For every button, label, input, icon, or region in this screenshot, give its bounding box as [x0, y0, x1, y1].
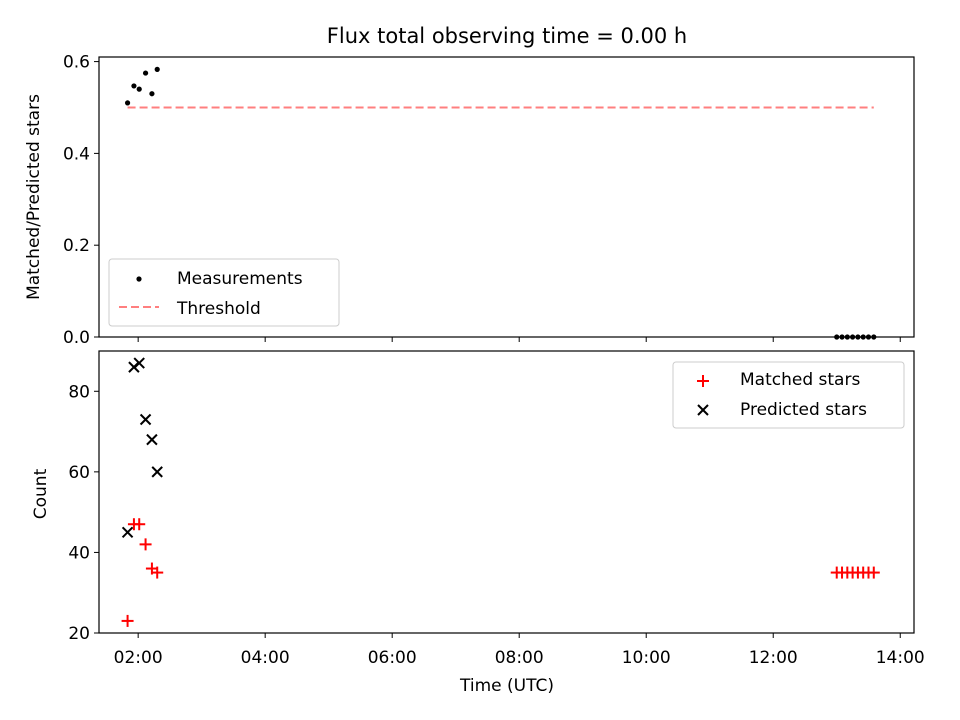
- ratio-panel-ticks: 0.0 0.2 0.4 0.6: [63, 53, 901, 348]
- count-legend-matched-label: Matched stars: [740, 370, 860, 390]
- predicted-stars-point-4: [146, 433, 158, 446]
- predicted-stars-point-b: [151, 466, 163, 478]
- matched-stars-point-13: [867, 566, 880, 579]
- measurement-point-4: [149, 91, 155, 97]
- predicted-stars-point-b: [133, 357, 145, 369]
- predicted-stars-point-b: [146, 433, 158, 446]
- ratio-y-tick-label-2: 0.4: [63, 144, 90, 164]
- count-legend-box: [672, 361, 905, 429]
- count-panel-series: [121, 357, 880, 627]
- ratio-y-axis-label: Matched/Predicted stars: [24, 94, 44, 300]
- count-y-tick-label-1: 40: [68, 543, 90, 563]
- count-y-axis-label: Count: [31, 468, 51, 519]
- x-tick-label-0: 02:00: [114, 648, 163, 668]
- x-tick-label-2: 06:00: [368, 648, 417, 668]
- ratio-legend: Measurements Threshold: [108, 258, 340, 327]
- x-tick-label-1: 04:00: [241, 648, 290, 668]
- count-panel: 20 40 60 80 Count Matched stars Predicted s…: [31, 350, 915, 644]
- matched-stars-point-3: [139, 538, 152, 551]
- count-legend-predicted-label: Predicted stars: [740, 400, 867, 420]
- matched-stars-point-5: [151, 566, 164, 579]
- ratio-legend-measurements-label: Measurements: [177, 269, 303, 289]
- predicted-stars-point-2: [133, 357, 145, 369]
- measurement-point-3: [142, 70, 149, 76]
- count-legend-matched-marker: [697, 375, 709, 387]
- ratio-y-tick-label-3: 0.6: [63, 53, 90, 73]
- predicted-stars-point-3: [139, 413, 152, 426]
- count-legend: Matched stars Predicted stars: [672, 361, 905, 429]
- predicted-stars-point-5: [151, 466, 163, 478]
- ratio-legend-box: [108, 258, 340, 327]
- ratio-y-tick-label-0: 0.0: [63, 328, 90, 348]
- measurement-point-5: [154, 66, 160, 72]
- ratio-legend-threshold-label: Threshold: [176, 299, 261, 319]
- count-y-tick-label-2: 60: [68, 463, 90, 483]
- matched-stars-point-2: [133, 518, 146, 531]
- x-axis-label: Time (UTC): [459, 676, 554, 696]
- count-y-tick-label-3: 80: [68, 382, 90, 402]
- x-tick-label-5: 12:00: [749, 648, 798, 668]
- predicted-stars-point-b: [139, 413, 152, 426]
- matched-stars-point-0: [121, 614, 134, 627]
- x-axis-tick-labels: 02:00 04:00 06:00 08:00 10:00 12:00 14:00: [114, 648, 925, 668]
- predicted-stars-point-0: [121, 526, 134, 538]
- chart-title: Flux total observing time = 0.00 h: [327, 24, 687, 48]
- predicted-stars-point-b: [121, 526, 134, 538]
- ratio-panel: 0.0 0.2 0.4 0.6 Matched/Predicted stars Mea…: [24, 53, 915, 348]
- measurement-point-1: [131, 83, 137, 89]
- measurement-point-2: [136, 86, 142, 92]
- count-panel-ticks: 20 40 60 80: [68, 382, 901, 644]
- count-panel-frame: [98, 350, 915, 634]
- ratio-y-tick-label-1: 0.2: [63, 236, 90, 256]
- x-tick-label-6: 14:00: [876, 648, 925, 668]
- count-y-tick-label-0: 20: [68, 624, 90, 644]
- count-legend-predicted-marker: [697, 404, 709, 416]
- ratio-legend-measurements-marker: [136, 276, 142, 282]
- measurement-point-0: [124, 100, 131, 106]
- x-tick-label-3: 08:00: [495, 648, 544, 668]
- x-tick-label-4: 10:00: [622, 648, 671, 668]
- ratio-panel-frame: [98, 56, 915, 338]
